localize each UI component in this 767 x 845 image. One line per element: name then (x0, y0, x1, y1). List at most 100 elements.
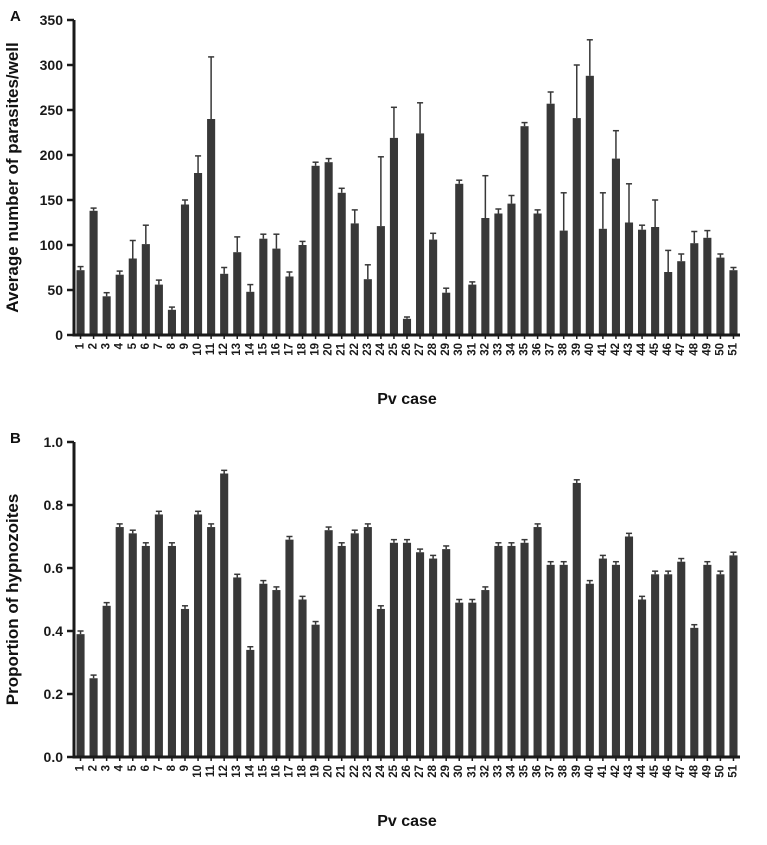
bar (455, 602, 464, 757)
bar (520, 542, 529, 757)
x-tick-label: 20 (323, 765, 335, 778)
bar (102, 296, 111, 335)
bar (154, 284, 163, 335)
y-tick-label: 100 (40, 237, 64, 253)
x-tick-label: 5 (127, 764, 139, 771)
x-tick-label: 23 (362, 343, 374, 356)
bar (324, 530, 333, 757)
bar (402, 318, 412, 335)
x-tick-label: 14 (244, 342, 256, 355)
x-tick-label: 49 (701, 343, 713, 356)
bar (233, 577, 242, 757)
bar (207, 527, 216, 757)
x-tick-label: 8 (166, 342, 178, 349)
bar (350, 533, 359, 757)
bar (350, 223, 359, 335)
bar (507, 545, 516, 757)
y-tick-label: 0.2 (44, 686, 64, 702)
x-tick-label: 9 (179, 765, 191, 771)
y-tick-label: 300 (40, 57, 64, 73)
bar (651, 574, 660, 757)
x-tick-label: 44 (636, 764, 648, 777)
bar (533, 527, 542, 757)
panel-b-label: B (10, 430, 21, 447)
x-tick-label: 34 (505, 764, 517, 777)
x-tick-label: 37 (545, 343, 557, 356)
bar (520, 126, 529, 335)
bar (598, 228, 607, 335)
bar (559, 230, 568, 335)
x-tick-label: 17 (283, 765, 295, 778)
bar (246, 649, 255, 757)
x-tick-label: 27 (414, 343, 426, 356)
bar (115, 527, 124, 757)
x-tick-label: 18 (297, 342, 309, 355)
x-tick-label: 33 (492, 765, 504, 778)
bar (677, 561, 686, 757)
x-tick-label: 10 (192, 765, 204, 778)
x-tick-label: 4 (114, 764, 126, 771)
bar (180, 204, 190, 335)
bar (363, 527, 372, 757)
x-tick-label: 1 (75, 342, 87, 349)
x-tick-label: 21 (336, 764, 348, 777)
panel-a-chart: 1 2 3 4 5 6 7 8 9 10 11 12 13 14 15 16 17 18 19 20 21 22 23 24 2… (3, 12, 740, 408)
bar (272, 590, 281, 757)
x-tick-label: 19 (310, 765, 322, 778)
bar (298, 245, 307, 335)
bar (729, 270, 738, 335)
x-tick-label: 22 (349, 765, 361, 778)
bar (154, 514, 163, 757)
bar (546, 103, 555, 335)
x-tick-label: 24 (375, 764, 387, 777)
x-tick-label: 17 (283, 343, 295, 356)
y-axis-title: Average number of parasites/well (3, 42, 22, 313)
bar (76, 270, 85, 335)
bar (207, 119, 216, 335)
x-tick-label: 49 (701, 765, 713, 778)
bar (89, 210, 98, 335)
x-tick-label: 13 (231, 343, 243, 356)
x-tick-label: 22 (349, 343, 361, 356)
bar (533, 213, 542, 335)
bar (664, 272, 673, 335)
bar (729, 555, 738, 757)
x-tick-label: 44 (636, 342, 648, 355)
bar (363, 279, 372, 335)
x-tick-label: 9 (179, 343, 191, 349)
bar (194, 173, 203, 335)
bar (324, 162, 333, 335)
bar (220, 473, 229, 757)
panel-a-label: A (10, 8, 21, 25)
x-tick-label: 23 (362, 765, 374, 778)
bar (285, 276, 294, 335)
bar (76, 634, 85, 757)
bar (677, 261, 686, 335)
x-axis-title: Pv case (377, 391, 437, 408)
bar (376, 226, 385, 335)
bar (246, 291, 255, 335)
x-tick-label: 38 (558, 342, 570, 355)
panel-b: B 1 2 3 4 5 6 7 8 9 10 11 12 13 14 15 16 17 18 19 20 21 22 23 2… (0, 428, 760, 833)
x-tick-label: 1 (75, 764, 87, 771)
y-tick-label: 150 (40, 192, 64, 208)
bar (141, 545, 150, 757)
x-axis-title: Pv case (377, 813, 437, 830)
bar (468, 602, 477, 757)
x-tick-label: 15 (257, 342, 269, 355)
bar (102, 605, 111, 757)
x-tick-label: 6 (140, 765, 152, 771)
bar (494, 545, 503, 757)
panel-b-chart: 1 2 3 4 5 6 7 8 9 10 11 12 13 14 15 16 17 18 19 20 21 22 23 24 2… (3, 434, 740, 830)
bar (337, 192, 346, 335)
x-tick-label: 36 (532, 343, 544, 356)
y-tick-label: 200 (40, 147, 64, 163)
x-tick-label: 25 (388, 342, 400, 355)
bar (585, 583, 594, 757)
x-tick-label: 45 (649, 342, 661, 355)
bar (259, 238, 268, 335)
bar (638, 229, 647, 335)
bar (429, 558, 438, 757)
x-tick-label: 3 (101, 343, 113, 349)
